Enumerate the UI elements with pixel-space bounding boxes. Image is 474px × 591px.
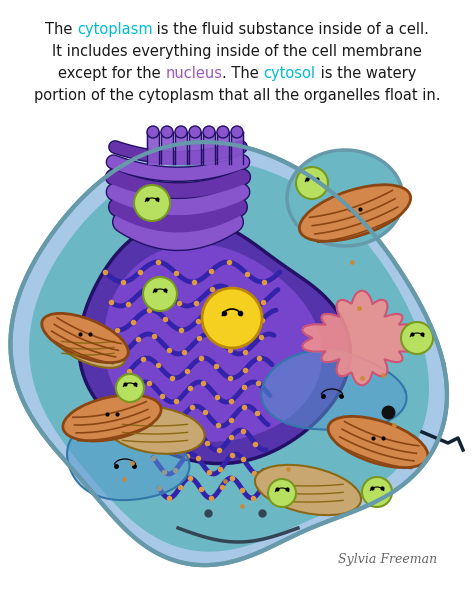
Polygon shape [67, 421, 190, 500]
Text: It includes everything inside of the cell membrane: It includes everything inside of the cel… [52, 44, 422, 59]
Circle shape [134, 185, 170, 221]
Text: portion of the cytoplasm that all the organelles float in.: portion of the cytoplasm that all the or… [34, 88, 440, 103]
Circle shape [231, 126, 243, 138]
Text: nucleus: nucleus [165, 66, 222, 81]
Polygon shape [104, 245, 321, 441]
Circle shape [296, 167, 328, 199]
Polygon shape [30, 161, 428, 551]
Circle shape [189, 126, 201, 138]
Polygon shape [79, 219, 350, 463]
Ellipse shape [300, 185, 410, 241]
Ellipse shape [63, 395, 161, 441]
Ellipse shape [328, 417, 428, 467]
Text: is the watery: is the watery [316, 66, 416, 81]
Circle shape [203, 126, 215, 138]
Text: Sylvia Freeman: Sylvia Freeman [338, 553, 437, 566]
Text: is the fluid substance inside of a cell.: is the fluid substance inside of a cell. [152, 22, 429, 37]
Circle shape [161, 126, 173, 138]
Text: except for the: except for the [58, 66, 165, 81]
Text: cytosol: cytosol [264, 66, 316, 81]
Ellipse shape [255, 465, 361, 515]
Circle shape [175, 126, 187, 138]
Ellipse shape [42, 313, 128, 363]
Circle shape [143, 277, 177, 311]
Circle shape [202, 288, 262, 348]
Ellipse shape [51, 322, 125, 368]
Polygon shape [287, 150, 403, 246]
Circle shape [401, 322, 433, 354]
Text: . The: . The [222, 66, 264, 81]
Circle shape [116, 374, 144, 402]
Ellipse shape [105, 406, 205, 454]
Circle shape [147, 126, 159, 138]
Text: The: The [45, 22, 77, 37]
Polygon shape [262, 350, 407, 430]
Circle shape [217, 126, 229, 138]
Circle shape [268, 479, 296, 507]
Text: cytoplasm: cytoplasm [77, 22, 152, 37]
Polygon shape [302, 291, 421, 385]
Polygon shape [10, 142, 447, 565]
Circle shape [362, 477, 392, 507]
